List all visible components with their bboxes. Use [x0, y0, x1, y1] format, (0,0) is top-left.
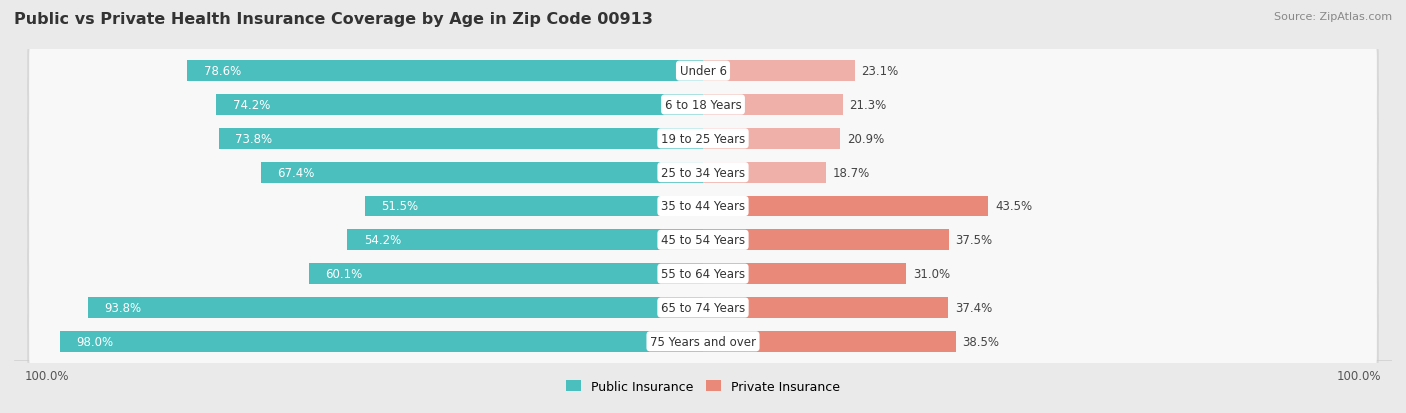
Text: 19 to 25 Years: 19 to 25 Years [661, 133, 745, 145]
Text: 25 to 34 Years: 25 to 34 Years [661, 166, 745, 179]
Text: 67.4%: 67.4% [277, 166, 315, 179]
Bar [703, 297, 949, 318]
FancyBboxPatch shape [30, 41, 1376, 102]
Text: 37.5%: 37.5% [956, 234, 993, 247]
Text: Public vs Private Health Insurance Coverage by Age in Zip Code 00913: Public vs Private Health Insurance Cover… [14, 12, 652, 27]
FancyBboxPatch shape [27, 40, 1379, 103]
FancyBboxPatch shape [30, 244, 1376, 304]
Bar [703, 230, 949, 251]
Bar [60, 331, 703, 352]
FancyBboxPatch shape [27, 310, 1379, 373]
FancyBboxPatch shape [27, 74, 1379, 137]
FancyBboxPatch shape [30, 176, 1376, 237]
Text: 78.6%: 78.6% [204, 65, 240, 78]
FancyBboxPatch shape [27, 175, 1379, 238]
FancyBboxPatch shape [27, 141, 1379, 204]
Text: Source: ZipAtlas.com: Source: ZipAtlas.com [1274, 12, 1392, 22]
Text: 65 to 74 Years: 65 to 74 Years [661, 301, 745, 314]
Text: 35 to 44 Years: 35 to 44 Years [661, 200, 745, 213]
Text: 38.5%: 38.5% [962, 335, 1000, 348]
Bar [703, 95, 842, 116]
Text: 43.5%: 43.5% [995, 200, 1032, 213]
FancyBboxPatch shape [30, 75, 1376, 135]
FancyBboxPatch shape [30, 278, 1376, 338]
Text: 31.0%: 31.0% [912, 268, 950, 280]
FancyBboxPatch shape [27, 276, 1379, 339]
Bar [347, 230, 703, 251]
Text: 74.2%: 74.2% [232, 99, 270, 112]
Text: 51.5%: 51.5% [381, 200, 419, 213]
Bar [703, 128, 841, 150]
FancyBboxPatch shape [30, 109, 1376, 169]
Text: 93.8%: 93.8% [104, 301, 141, 314]
FancyBboxPatch shape [30, 311, 1376, 372]
Bar [187, 61, 703, 82]
Text: 45 to 54 Years: 45 to 54 Years [661, 234, 745, 247]
Bar [87, 297, 703, 318]
Bar [703, 331, 956, 352]
Bar [703, 263, 907, 285]
Bar [703, 162, 825, 183]
Bar [703, 196, 988, 217]
Text: 60.1%: 60.1% [325, 268, 363, 280]
Text: 18.7%: 18.7% [832, 166, 869, 179]
Text: 98.0%: 98.0% [76, 335, 114, 348]
Text: 20.9%: 20.9% [846, 133, 884, 145]
Text: 54.2%: 54.2% [364, 234, 401, 247]
Text: 75 Years and over: 75 Years and over [650, 335, 756, 348]
FancyBboxPatch shape [30, 142, 1376, 203]
Bar [260, 162, 703, 183]
Text: 21.3%: 21.3% [849, 99, 887, 112]
Text: 55 to 64 Years: 55 to 64 Years [661, 268, 745, 280]
Text: Under 6: Under 6 [679, 65, 727, 78]
Bar [309, 263, 703, 285]
Bar [703, 61, 855, 82]
FancyBboxPatch shape [30, 210, 1376, 271]
Text: 73.8%: 73.8% [235, 133, 273, 145]
Bar [217, 95, 703, 116]
Bar [219, 128, 703, 150]
Text: 37.4%: 37.4% [955, 301, 993, 314]
FancyBboxPatch shape [27, 209, 1379, 272]
Text: 23.1%: 23.1% [860, 65, 898, 78]
FancyBboxPatch shape [27, 242, 1379, 306]
FancyBboxPatch shape [27, 107, 1379, 171]
Bar [366, 196, 703, 217]
Legend: Public Insurance, Private Insurance: Public Insurance, Private Insurance [561, 375, 845, 398]
Text: 6 to 18 Years: 6 to 18 Years [665, 99, 741, 112]
